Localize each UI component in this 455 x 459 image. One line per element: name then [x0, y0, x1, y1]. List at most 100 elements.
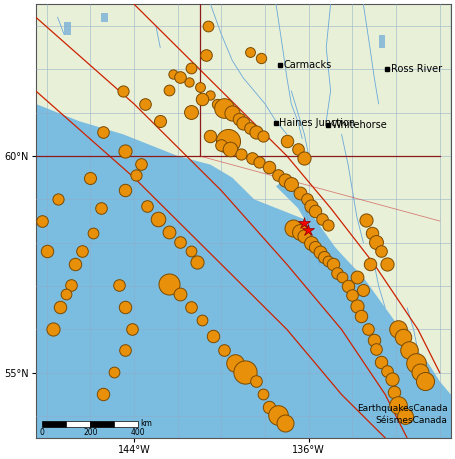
Point: [246, 48, 253, 56]
Point: [259, 390, 267, 397]
Point: [128, 325, 136, 332]
Point: [235, 115, 243, 123]
Point: [325, 222, 332, 229]
Point: [360, 287, 367, 294]
Point: [318, 215, 325, 223]
Point: [384, 260, 391, 267]
Point: [43, 248, 51, 255]
Point: [220, 347, 227, 354]
Point: [224, 137, 232, 145]
Point: [187, 108, 194, 115]
Point: [121, 347, 129, 354]
Point: [266, 163, 273, 170]
Point: [142, 100, 149, 107]
Text: Carmacks: Carmacks: [283, 60, 332, 70]
Point: [187, 303, 194, 311]
Bar: [114, 420, 138, 427]
Point: [316, 249, 324, 256]
Point: [220, 105, 227, 112]
Point: [170, 70, 177, 77]
Point: [301, 155, 308, 162]
Point: [257, 55, 264, 62]
Point: [412, 359, 420, 367]
Point: [100, 390, 107, 397]
Point: [227, 146, 234, 153]
Point: [56, 303, 63, 311]
Point: [325, 257, 332, 264]
Point: [187, 247, 194, 254]
Point: [229, 109, 236, 116]
Bar: [66, 420, 91, 427]
Point: [377, 247, 384, 254]
Polygon shape: [64, 22, 71, 34]
Point: [296, 189, 303, 196]
Point: [63, 290, 70, 297]
Point: [377, 358, 384, 366]
Point: [242, 368, 249, 375]
Point: [373, 345, 380, 353]
Point: [358, 313, 365, 320]
Text: EarthquakesCanada
SéismesCanada: EarthquakesCanada SéismesCanada: [357, 404, 447, 425]
Point: [238, 150, 245, 157]
Point: [132, 172, 140, 179]
Point: [301, 233, 308, 240]
Point: [274, 412, 282, 419]
Point: [416, 368, 424, 375]
Point: [320, 253, 328, 260]
Point: [209, 332, 216, 340]
Point: [50, 325, 57, 332]
Point: [388, 375, 395, 383]
Point: [246, 124, 253, 131]
Point: [100, 129, 107, 136]
Point: [194, 258, 201, 266]
Point: [266, 403, 273, 410]
Point: [213, 100, 221, 107]
Point: [353, 274, 360, 281]
Point: [303, 196, 310, 203]
Point: [288, 180, 295, 188]
Point: [39, 218, 46, 225]
Point: [185, 78, 192, 86]
Point: [248, 155, 256, 162]
Point: [205, 22, 212, 29]
Point: [307, 239, 314, 246]
Text: Ross River: Ross River: [391, 64, 442, 74]
Point: [312, 243, 319, 251]
Point: [349, 291, 356, 298]
Point: [312, 208, 319, 215]
Point: [87, 174, 94, 181]
Point: [394, 325, 402, 332]
Text: Haines Junction: Haines Junction: [279, 118, 355, 129]
Point: [187, 65, 194, 72]
Point: [421, 377, 428, 384]
Point: [390, 389, 398, 396]
Point: [240, 120, 247, 127]
Point: [405, 347, 413, 354]
Point: [344, 282, 352, 290]
Point: [401, 413, 409, 420]
Point: [67, 281, 74, 289]
Point: [121, 303, 129, 311]
Point: [329, 261, 336, 268]
Point: [176, 238, 183, 246]
Point: [259, 133, 267, 140]
Point: [371, 336, 378, 344]
Point: [165, 228, 172, 235]
Point: [154, 215, 162, 223]
Point: [296, 228, 303, 235]
Point: [137, 160, 144, 168]
Point: [121, 147, 129, 154]
Point: [207, 92, 214, 99]
Point: [274, 172, 282, 179]
Text: km: km: [141, 419, 152, 428]
Point: [364, 326, 371, 333]
Point: [281, 419, 288, 426]
Polygon shape: [379, 34, 385, 48]
Point: [196, 83, 203, 90]
Bar: [42, 420, 66, 427]
Point: [120, 87, 127, 95]
Point: [384, 367, 391, 375]
Point: [338, 274, 345, 281]
Point: [198, 316, 205, 324]
Text: 400: 400: [131, 428, 146, 437]
